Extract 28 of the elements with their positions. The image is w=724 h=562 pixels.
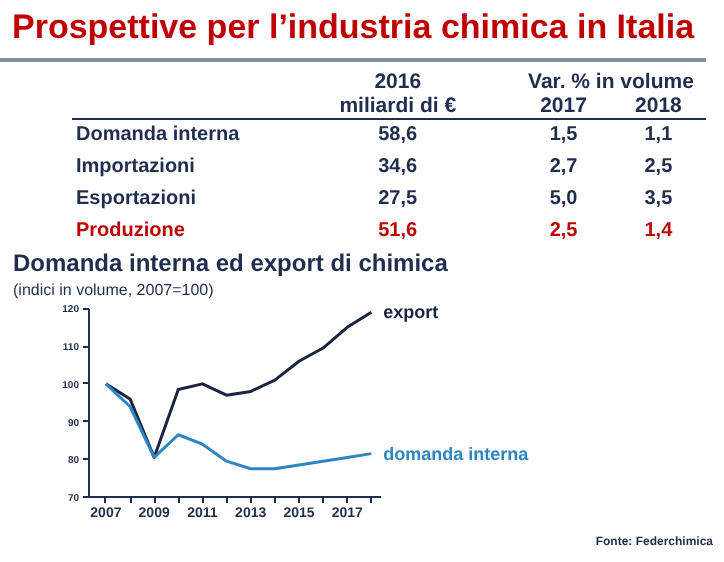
category-label: Domanda interna bbox=[74, 122, 242, 151]
text: Prospettive per l’industria chimica in Italia bbox=[0, 0, 707, 63]
text: miliardi di € bbox=[337, 94, 459, 120]
line-series bbox=[104, 382, 373, 471]
data-label: 3,5 bbox=[642, 185, 675, 214]
data-label: 1,4 bbox=[642, 217, 675, 246]
data-label: 5,0 bbox=[547, 185, 580, 214]
data-label: 51,6 bbox=[376, 217, 420, 246]
data-label: 34,6 bbox=[376, 153, 420, 182]
data-label: 1,5 bbox=[547, 122, 580, 151]
line-series bbox=[104, 310, 373, 459]
text: 2017 bbox=[538, 94, 589, 120]
category-label: Esportazioni bbox=[74, 185, 199, 214]
series-label: domanda interna bbox=[383, 443, 531, 464]
data-label: 2,5 bbox=[547, 217, 580, 246]
text: 2016 bbox=[372, 70, 424, 95]
data-label: 58,6 bbox=[376, 122, 420, 151]
data-label: 27,5 bbox=[376, 185, 420, 214]
chart-subtitle: (indici in volume, 2007=100) bbox=[13, 281, 215, 299]
text: Var. % in volume bbox=[526, 70, 696, 95]
data-label: 2,5 bbox=[642, 153, 675, 182]
series-label: export bbox=[383, 302, 439, 323]
category-label: Produzione bbox=[74, 217, 187, 246]
data-label: 2,7 bbox=[547, 153, 580, 182]
chart-title: Domanda interna ed export di chimica bbox=[13, 249, 449, 277]
text: 2018 bbox=[633, 94, 684, 120]
data-label: 1,1 bbox=[642, 122, 675, 151]
category-label: Importazioni bbox=[74, 153, 197, 182]
